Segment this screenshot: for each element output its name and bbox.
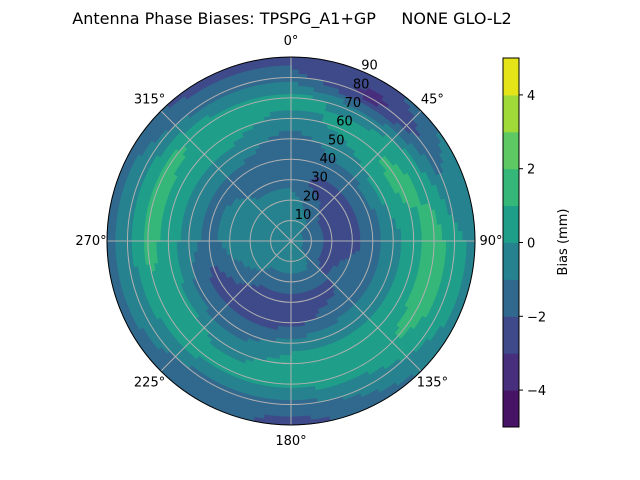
contour-field [106,56,476,426]
chart-title: Antenna Phase Biases: TPSPG_A1+GP NONE G… [72,9,511,29]
